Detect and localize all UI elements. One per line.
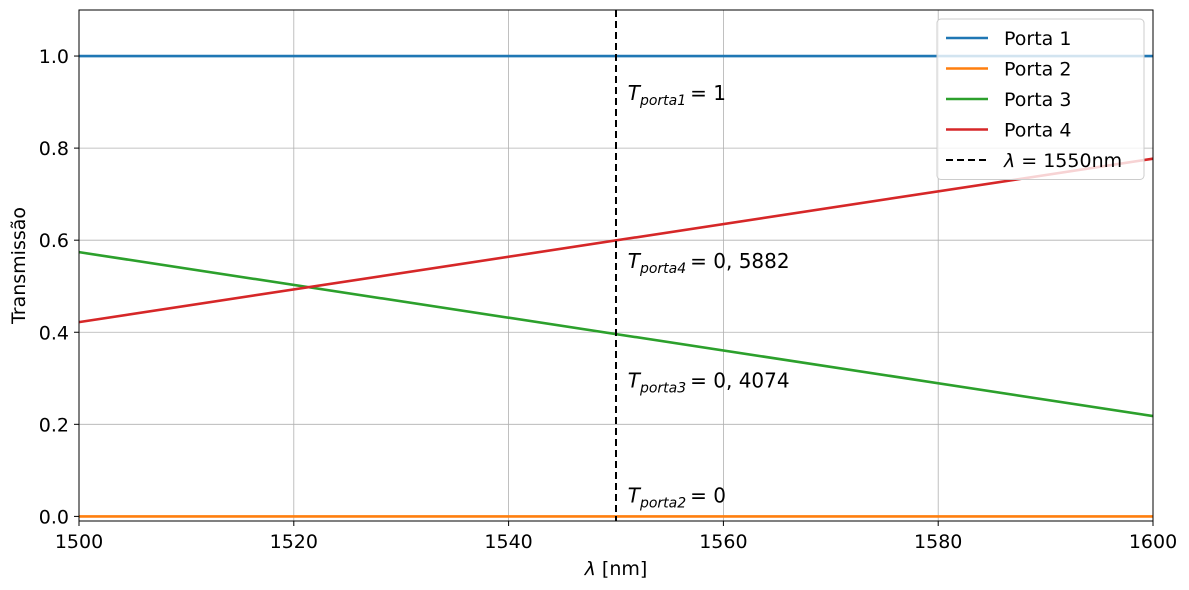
annotation-value: = 1 [690, 81, 726, 105]
y-axis-label: Transmissão [8, 207, 30, 325]
axis-ticks: 1500 1520 1540 1560 1580 1600 0.0 0.2 0.4 0.6 0.8 1… [39, 46, 1177, 553]
annotation-value: = 0 [690, 484, 726, 508]
x-axis-label-unit: [nm] [602, 558, 647, 580]
legend-box [936, 18, 1145, 180]
y-tick-label: 0.0 [39, 506, 69, 528]
legend: Porta 1 Porta 2 Porta 3 Porta 4 λ = 1550nm [936, 18, 1145, 180]
annotation-subscript: porta4 [639, 261, 686, 277]
y-tick-label: 1.0 [39, 46, 69, 68]
legend-label: Porta 2 [1004, 59, 1071, 81]
legend-vline-symbol: λ [1003, 150, 1015, 172]
x-tick-label: 1500 [55, 531, 103, 553]
legend-label-vline: λ = 1550nm [1003, 150, 1122, 172]
x-axis-label: λ [nm] [584, 558, 648, 580]
annotation-symbol: T [628, 249, 642, 273]
annotation-porta3: Tporta3 = 0, 4074 [628, 368, 790, 396]
annotation-symbol: T [628, 368, 642, 392]
annotation-value: = 0, 5882 [690, 249, 789, 273]
annotation-porta1: Tporta1 = 1 [628, 81, 726, 109]
annotation-porta2: Tporta2 = 0 [628, 484, 726, 512]
annotation-symbol: T [628, 484, 642, 508]
x-tick-label: 1600 [1129, 531, 1177, 553]
annotation-value: = 0, 4074 [690, 368, 789, 392]
x-tick-label: 1520 [270, 531, 318, 553]
x-tick-label: 1560 [699, 531, 747, 553]
annotation-subscript: porta1 [639, 93, 686, 109]
y-tick-label: 0.2 [39, 414, 69, 436]
legend-vline-value: = 1550nm [1021, 150, 1122, 172]
legend-label: Porta 3 [1004, 89, 1071, 111]
x-tick-label: 1580 [914, 531, 962, 553]
y-tick-label: 0.8 [39, 138, 69, 160]
legend-label: Porta 4 [1004, 120, 1071, 142]
x-tick-label: 1540 [484, 531, 532, 553]
annotation-symbol: T [628, 81, 642, 105]
x-axis-label-symbol: λ [584, 558, 596, 580]
annotation-subscript: porta2 [639, 496, 686, 512]
plot-frame [78, 9, 1154, 522]
y-tick-label: 0.6 [39, 230, 69, 252]
axis-labels: λ [nm] Transmissão [8, 207, 647, 580]
series-line-porta-4 [78, 157, 1154, 324]
legend-label: Porta 1 [1004, 28, 1071, 50]
annotation-subscript: porta3 [639, 380, 686, 396]
y-tick-label: 0.4 [39, 322, 69, 344]
annotation-porta4: Tporta4 = 0, 5882 [628, 249, 790, 277]
